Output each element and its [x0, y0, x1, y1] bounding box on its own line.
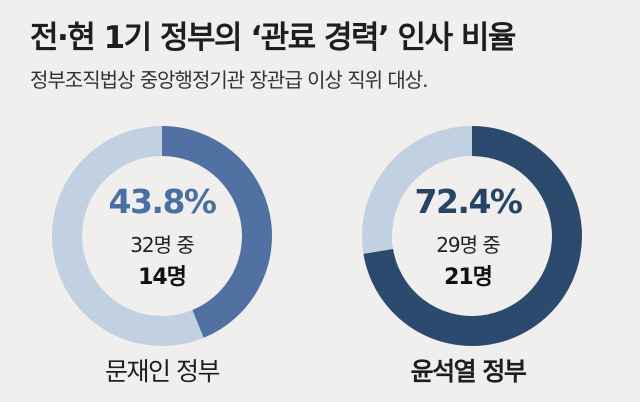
- moon-donut: 43.8% 32명 중 14명 문재인 정부: [52, 126, 272, 386]
- yoon-donut-arc: [363, 126, 582, 346]
- moon-count-label: 14명: [138, 265, 186, 290]
- yoon-total-label: 29명 중: [436, 233, 500, 257]
- moon-caption: 문재인 정부: [105, 357, 219, 386]
- yoon-count-label: 21명: [444, 265, 492, 290]
- yoon-caption: 윤석열 정부: [411, 357, 527, 386]
- yoon-donut: 72.4% 29명 중 21명 윤석열 정부: [362, 126, 582, 386]
- chart-title: 전·현 1기 정부의 ‘관료 경력’ 인사 비율: [30, 20, 516, 56]
- moon-total-label: 32명 중: [130, 233, 194, 257]
- chart-subtitle: 정부조직법상 중앙행정기관 장관급 이상 직위 대상.: [30, 68, 429, 92]
- moon-donut-arc: [161, 126, 272, 338]
- yoon-percent-label: 72.4%: [415, 182, 523, 221]
- moon-percent-label: 43.8%: [109, 182, 217, 221]
